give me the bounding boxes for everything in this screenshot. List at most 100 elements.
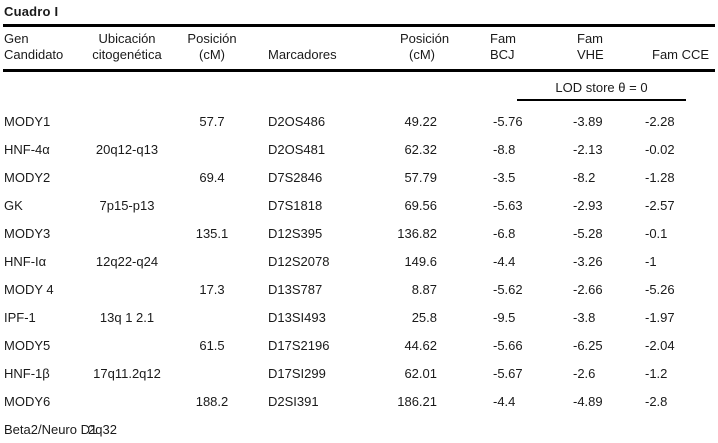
fam-vhe-cell: -3.8 <box>573 309 596 325</box>
ubicacion-citogenetica-cell: 7p15-p13 <box>99 197 155 213</box>
table-row: MODY1 57.7 D2OS486 49.22 -5.76 -3.89 -2.28 <box>3 107 715 135</box>
fam-vhe-cell: -2.13 <box>573 141 603 157</box>
header-row: Gen Candidato Ubicación citogenética Pos… <box>3 25 715 72</box>
gen-candidato-cell: GK <box>4 197 23 213</box>
posicion-cm-gen-cell <box>166 247 258 275</box>
marcadores-cell: D7S1818 <box>268 197 323 213</box>
fam-bcj-cell: -4.4 <box>493 393 516 409</box>
fam-bcj-cell: -9.5 <box>493 309 516 325</box>
lod-spacer-cell <box>3 71 445 108</box>
mody-lod-table: Gen Candidato Ubicación citogenética Pos… <box>3 24 715 443</box>
fam-vhe-cell: -2.66 <box>573 281 603 297</box>
fam-vhe-cell: -8.2 <box>573 169 596 185</box>
gen-candidato-cell: Beta2/Neuro D1 <box>4 421 98 437</box>
gen-candidato-cell: IPF-1 <box>4 309 36 325</box>
ubicacion-citogenetica-cell: 12q22-q24 <box>95 253 159 269</box>
fam-bcj-cell: -5.67 <box>493 365 523 381</box>
posicion-cm-gen-cell <box>166 415 258 443</box>
posicion-cm-marcador-cell: 62.32 <box>404 141 437 157</box>
marcadores-cell: D2OS481 <box>268 141 326 157</box>
gen-candidato-cell: MODY3 <box>4 225 51 241</box>
fam-cce-cell: -2.57 <box>645 197 675 213</box>
ubicacion-citogenetica-cell <box>88 107 166 135</box>
table-caption: Cuadro I <box>4 4 59 19</box>
marcadores-cell: D12S2078 <box>268 253 330 269</box>
fam-cce-cell: -0.1 <box>645 225 668 241</box>
fam-vhe-cell: -4.89 <box>573 393 603 409</box>
lod-score-subheader: LOD store θ = 0 <box>517 72 686 101</box>
ubicacion-citogenetica-cell: 20q12-q13 <box>95 141 159 157</box>
column-header-posicion-cm-gen: Posición (cM) <box>166 25 258 72</box>
gen-candidato-cell: HNF-1β <box>4 365 50 381</box>
fam-bcj-cell: -8.8 <box>493 141 516 157</box>
ubicacion-citogenetica-cell <box>88 275 166 303</box>
fam-cce-cell: -2.8 <box>645 393 668 409</box>
table-row: Beta2/Neuro D1 2q32 <box>3 415 715 443</box>
fam-vhe-cell: -2.6 <box>573 365 596 381</box>
marcadores-cell: D17S2196 <box>268 337 330 353</box>
posicion-cm-marcador-cell: 8.87 <box>411 281 437 297</box>
posicion-cm-marcador-cell: 44.62 <box>404 337 437 353</box>
gen-candidato-cell: HNF-4α <box>4 141 50 157</box>
fam-bcj-cell: -6.8 <box>493 225 516 241</box>
table-row: IPF-1 13q 1 2.1 D13SI493 25.8 -9.5 -3.8 -1.97 <box>3 303 715 331</box>
posicion-cm-gen-cell: 17.3 <box>199 281 225 297</box>
column-header-marcadores: Marcadores <box>258 25 355 72</box>
posicion-cm-gen-cell: 135.1 <box>195 225 229 241</box>
table-row: MODY5 61.5 D17S2196 44.62 -5.66 -6.25 -2.04 <box>3 331 715 359</box>
marcadores-cell: D13SI493 <box>268 309 326 325</box>
marcadores-cell: D2OS486 <box>268 113 326 129</box>
fam-cce-cell: -2.28 <box>645 113 675 129</box>
fam-cce-cell <box>613 415 715 443</box>
table-header: Gen Candidato Ubicación citogenética Pos… <box>3 25 715 72</box>
marcadores-cell: D17SI299 <box>268 365 326 381</box>
posicion-cm-gen-cell: 57.7 <box>199 113 225 129</box>
table-row: MODY 4 17.3 D13S787 8.87 -5.62 -2.66 -5.26 <box>3 275 715 303</box>
marcadores-cell <box>258 415 355 443</box>
ubicacion-citogenetica-cell <box>88 387 166 415</box>
fam-cce-cell: -5.26 <box>645 281 675 297</box>
gen-candidato-cell: MODY5 <box>4 337 51 353</box>
fam-bcj-cell: -3.5 <box>493 169 516 185</box>
fam-bcj-cell: -5.66 <box>493 337 523 353</box>
fam-vhe-cell: -6.25 <box>573 337 603 353</box>
column-header-fam-cce: Fam CCE <box>613 25 715 72</box>
table-row: HNF-4α 20q12-q13 D2OS481 62.32 -8.8 -2.13 -0.0… <box>3 135 715 163</box>
marcadores-cell: D12S395 <box>268 225 323 241</box>
posicion-cm-marcador-cell: 57.79 <box>404 169 437 185</box>
lod-subheader-cell: LOD store θ = 0 <box>445 71 715 108</box>
ubicacion-citogenetica-cell: 13q 1 2.1 <box>99 309 155 325</box>
fam-bcj-cell: -5.76 <box>493 113 523 129</box>
fam-vhe-cell: -5.28 <box>573 225 603 241</box>
gen-candidato-cell: MODY1 <box>4 113 51 129</box>
document-sheet: Cuadro I Gen Candidato Ubicación citogen… <box>3 0 715 443</box>
posicion-cm-gen-cell: 69.4 <box>199 169 225 185</box>
table-body: MODY1 57.7 D2OS486 49.22 -5.76 -3.89 -2.28 HNF-… <box>3 107 715 443</box>
fam-bcj-cell <box>445 415 533 443</box>
table-row: MODY6 188.2 D2SI391 186.21 -4.4 -4.89 -2.8 <box>3 387 715 415</box>
ubicacion-citogenetica-cell: 2q32 <box>88 421 117 437</box>
ubicacion-citogenetica-cell <box>88 219 166 247</box>
gen-candidato-cell: HNF-Iα <box>4 253 47 269</box>
gen-candidato-cell: MODY2 <box>4 169 51 185</box>
table-row: HNF-1β 17q11.2q12 D17SI299 62.01 -5.67 -2.6 -1… <box>3 359 715 387</box>
column-header-posicion-cm-marcador: Posición (cM) <box>355 25 449 72</box>
table-row: HNF-Iα 12q22-q24 D12S2078 149.6 -4.4 -3.26 -1 <box>3 247 715 275</box>
fam-cce-cell: -1.28 <box>645 169 675 185</box>
fam-vhe-cell: -3.26 <box>573 253 603 269</box>
ubicacion-citogenetica-cell <box>88 163 166 191</box>
table-row: MODY3 135.1 D12S395 136.82 -6.8 -5.28 -0.1 <box>3 219 715 247</box>
posicion-cm-gen-cell <box>166 135 258 163</box>
marcadores-cell: D2SI391 <box>268 393 319 409</box>
ubicacion-citogenetica-cell <box>88 331 166 359</box>
fam-cce-cell: -2.04 <box>645 337 675 353</box>
table-row: MODY2 69.4 D7S2846 57.79 -3.5 -8.2 -1.28 <box>3 163 715 191</box>
posicion-cm-gen-cell <box>166 303 258 331</box>
posicion-cm-marcador-cell: 25.8 <box>411 309 437 325</box>
posicion-cm-marcador-cell: 69.56 <box>404 197 437 213</box>
posicion-cm-marcador-cell <box>355 415 445 443</box>
gen-candidato-cell: MODY6 <box>4 393 51 409</box>
posicion-cm-gen-cell <box>166 359 258 387</box>
posicion-cm-gen-cell <box>166 191 258 219</box>
posicion-cm-marcador-cell: 49.22 <box>404 113 437 129</box>
